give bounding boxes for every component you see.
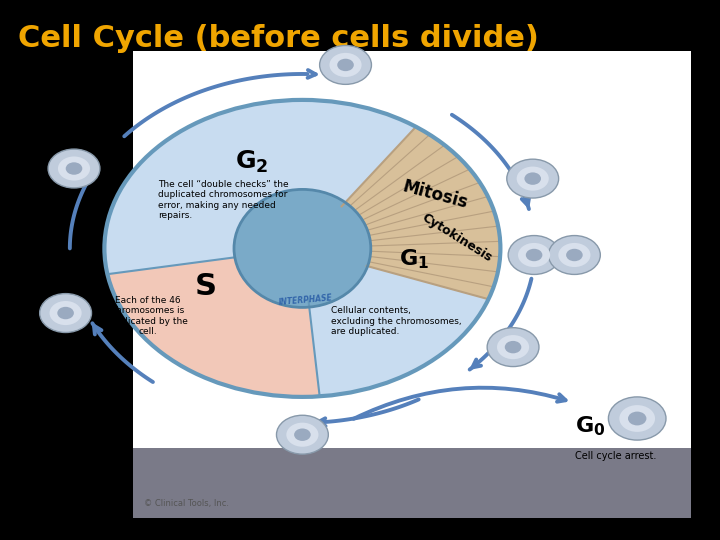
Circle shape — [487, 328, 539, 367]
Circle shape — [50, 301, 81, 325]
Text: Each of the 46
chromosomes is
duplicated by the
cell.: Each of the 46 chromosomes is duplicated… — [108, 296, 187, 336]
Text: Cytokinesis: Cytokinesis — [420, 211, 495, 265]
Text: Mitosis: Mitosis — [401, 177, 470, 212]
Circle shape — [558, 243, 590, 267]
Wedge shape — [302, 127, 500, 299]
Circle shape — [276, 415, 328, 454]
Text: $\mathbf{G_1}$: $\mathbf{G_1}$ — [399, 247, 429, 271]
Ellipse shape — [234, 190, 371, 307]
Circle shape — [619, 405, 655, 432]
Circle shape — [505, 341, 521, 353]
Circle shape — [66, 163, 82, 175]
Wedge shape — [107, 248, 320, 397]
Circle shape — [517, 166, 549, 191]
Circle shape — [58, 157, 90, 180]
Circle shape — [58, 307, 74, 319]
Text: Cellular contents,
excluding the chromosomes,
are duplicated.: Cellular contents, excluding the chromos… — [331, 306, 462, 336]
Circle shape — [628, 411, 647, 426]
Circle shape — [320, 45, 372, 84]
Text: $\mathbf{G_2}$: $\mathbf{G_2}$ — [235, 149, 269, 175]
FancyBboxPatch shape — [133, 448, 691, 518]
Circle shape — [104, 100, 500, 397]
Text: Cell cycle arrest.: Cell cycle arrest. — [575, 451, 657, 461]
Circle shape — [518, 243, 550, 267]
Circle shape — [497, 335, 529, 359]
Text: Cell Cycle (before cells divide): Cell Cycle (before cells divide) — [18, 24, 539, 53]
Circle shape — [508, 235, 560, 274]
Text: INTERPHASE: INTERPHASE — [279, 293, 333, 307]
Circle shape — [48, 149, 100, 188]
Circle shape — [330, 53, 361, 77]
FancyBboxPatch shape — [133, 51, 691, 518]
Circle shape — [40, 294, 91, 333]
Circle shape — [524, 172, 541, 185]
Text: © Clinical Tools, Inc.: © Clinical Tools, Inc. — [144, 498, 229, 508]
Text: $\mathbf{S}$: $\mathbf{S}$ — [194, 272, 216, 301]
Circle shape — [549, 235, 600, 274]
Circle shape — [507, 159, 559, 198]
Text: $\mathbf{G_0}$: $\mathbf{G_0}$ — [575, 415, 606, 438]
Text: The cell “double checks” the
duplicated chromosomes for
error, making any needed: The cell “double checks” the duplicated … — [158, 180, 289, 220]
Circle shape — [526, 249, 542, 261]
Circle shape — [337, 59, 354, 71]
Circle shape — [294, 428, 311, 441]
Circle shape — [287, 423, 318, 447]
Circle shape — [608, 397, 666, 440]
Circle shape — [566, 249, 582, 261]
